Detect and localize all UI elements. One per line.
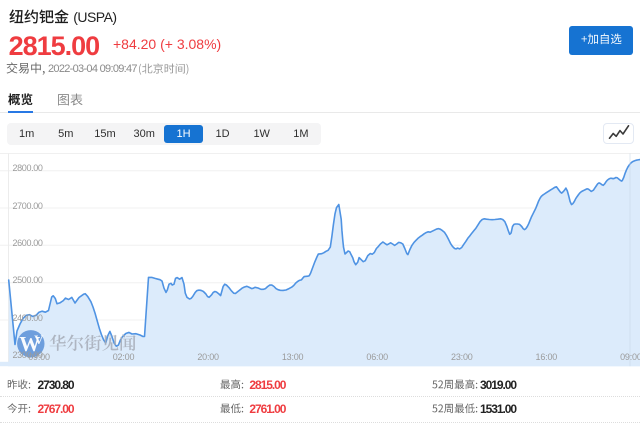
svg-text:V: V	[34, 332, 44, 347]
svg-text:W: W	[19, 332, 40, 356]
